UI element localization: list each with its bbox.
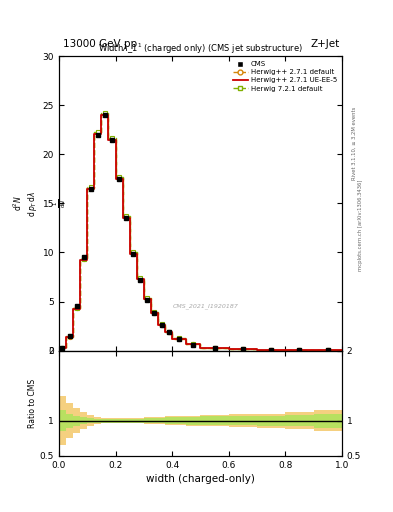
Text: CMS_2021_I1920187: CMS_2021_I1920187	[173, 304, 239, 309]
Text: Rivet 3.1.10, ≥ 3.2M events: Rivet 3.1.10, ≥ 3.2M events	[352, 106, 357, 180]
Y-axis label: Ratio to CMS: Ratio to CMS	[28, 378, 37, 428]
X-axis label: width (charged-only): width (charged-only)	[146, 474, 255, 484]
Legend: CMS, Herwig++ 2.7.1 default, Herwig++ 2.7.1 UE-EE-5, Herwig 7.2.1 default: CMS, Herwig++ 2.7.1 default, Herwig++ 2.…	[231, 60, 338, 93]
Text: 13000 GeV pp: 13000 GeV pp	[63, 38, 137, 49]
Text: mcplots.cern.ch [arXiv:1306.3436]: mcplots.cern.ch [arXiv:1306.3436]	[358, 180, 364, 271]
Y-axis label: $\mathrm{d}^2N$
$\mathrm{d}\,p_T\,\mathrm{d}\lambda$

$\frac{1}{\mathrm{d}N}$: $\mathrm{d}^2N$ $\mathrm{d}\,p_T\,\mathr…	[12, 190, 68, 217]
Title: Width$\lambda$_1$^1$ (charged only) (CMS jet substructure): Width$\lambda$_1$^1$ (charged only) (CMS…	[98, 42, 303, 56]
Text: Z+Jet: Z+Jet	[311, 38, 340, 49]
